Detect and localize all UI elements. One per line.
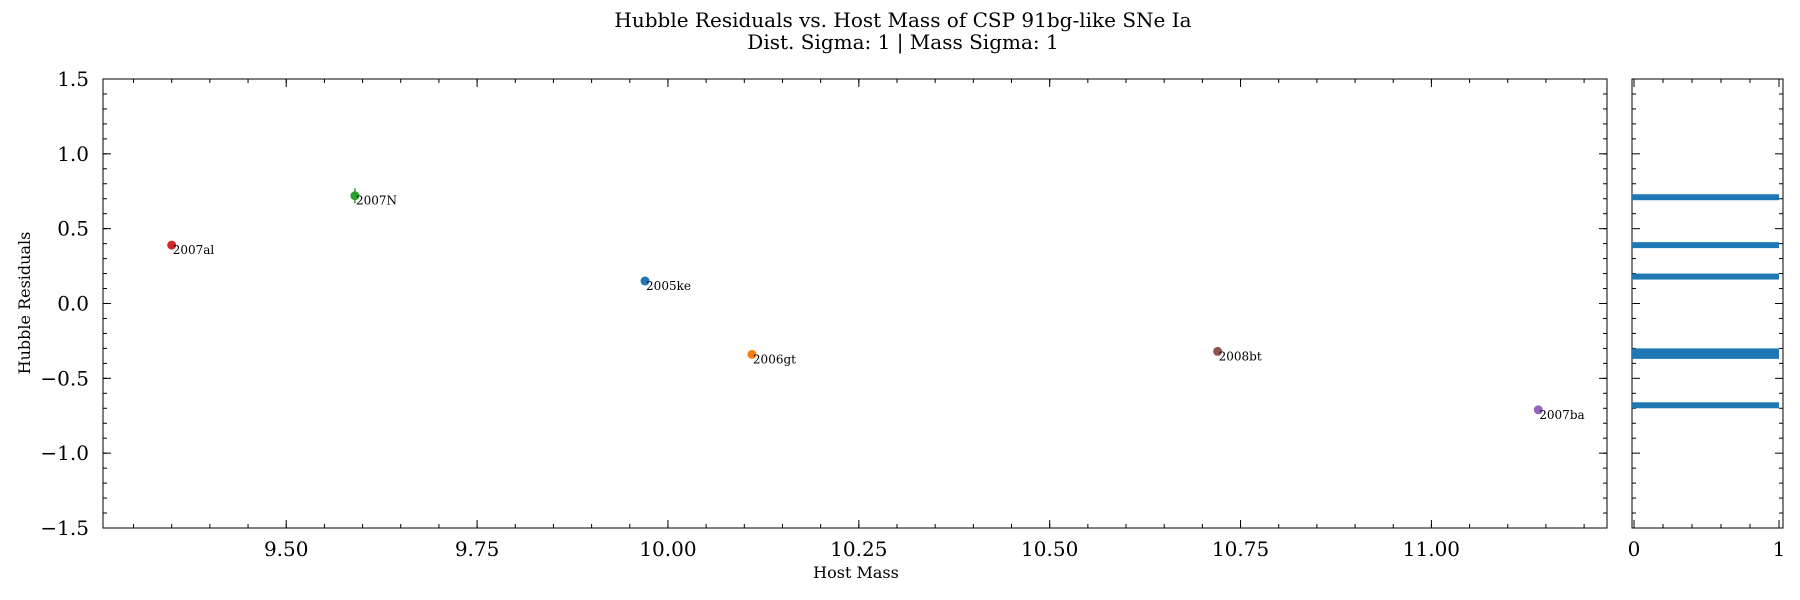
point-label: 2008bt bbox=[1219, 349, 1262, 363]
x-tick-label: 10.75 bbox=[1212, 537, 1269, 561]
histogram-frame bbox=[1631, 78, 1784, 529]
data-point bbox=[1533, 405, 1543, 415]
histogram-bar bbox=[1632, 273, 1779, 280]
point-label: 2005ke bbox=[646, 279, 691, 293]
y-tick-label: −1.0 bbox=[40, 441, 89, 465]
y-tick-label: −1.5 bbox=[40, 516, 89, 540]
y-tick-label: 0.5 bbox=[57, 217, 89, 241]
data-point bbox=[640, 276, 650, 286]
point-label: 2007ba bbox=[1539, 408, 1584, 422]
main-scatter-plot: 9.50 9.75 10.00 10.25 10.50 10.75 11.00 1.5 1.0 0… bbox=[40, 67, 1608, 561]
chart-subtitle: Dist. Sigma: 1 | Mass Sigma: 1 bbox=[747, 30, 1058, 55]
histogram-bar bbox=[1632, 242, 1779, 249]
y-axis-label: Hubble Residuals bbox=[15, 232, 34, 375]
x-tick-label: 1 bbox=[1773, 537, 1786, 561]
data-point bbox=[167, 240, 177, 250]
x-tick-label: 10.00 bbox=[639, 537, 696, 561]
histogram-bar bbox=[1632, 348, 1779, 359]
x-tick-label: 9.75 bbox=[455, 537, 500, 561]
x-tick-label: 10.25 bbox=[830, 537, 887, 561]
data-point bbox=[1213, 346, 1223, 356]
y-tick-label: 1.5 bbox=[57, 67, 89, 91]
x-tick-label: 10.50 bbox=[1021, 537, 1078, 561]
histogram-bar bbox=[1632, 402, 1779, 409]
x-axis-label: Host Mass bbox=[813, 563, 899, 582]
plot-frame bbox=[102, 78, 1608, 529]
point-label: 2007al bbox=[173, 243, 215, 257]
histogram-bar bbox=[1632, 194, 1779, 201]
y-tick-label: −0.5 bbox=[40, 366, 89, 390]
chart-title: Hubble Residuals vs. Host Mass of CSP 91… bbox=[614, 8, 1191, 32]
y-tick-label: 0.0 bbox=[57, 292, 89, 316]
x-tick-label: 9.50 bbox=[264, 537, 309, 561]
point-label: 2007N bbox=[356, 194, 397, 208]
x-tick-label: 0 bbox=[1628, 537, 1641, 561]
x-tick-label: 11.00 bbox=[1403, 537, 1460, 561]
y-tick-label: 1.0 bbox=[57, 142, 89, 166]
data-point bbox=[350, 191, 360, 201]
point-label: 2006gt bbox=[753, 352, 796, 366]
data-point bbox=[747, 349, 757, 359]
